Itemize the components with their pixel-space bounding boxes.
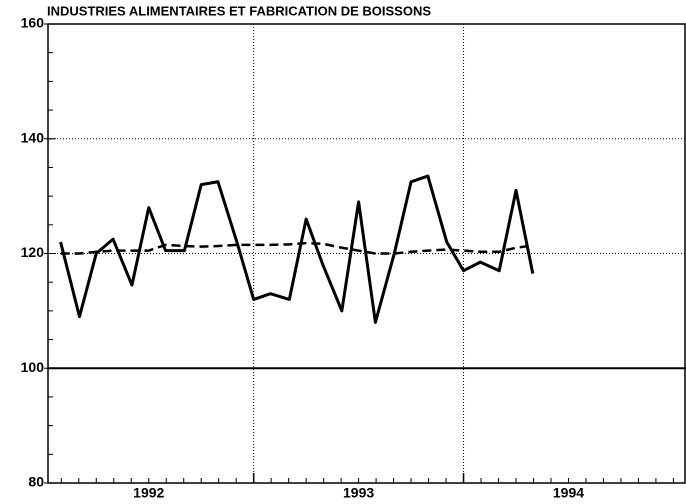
x-tick-label: 1992 xyxy=(133,485,164,501)
y-tick-label: 160 xyxy=(21,15,45,31)
y-tick-label: 100 xyxy=(21,359,45,375)
y-tick-label: 80 xyxy=(28,474,44,490)
chart-title: INDUSTRIES ALIMENTAIRES ET FABRICATION D… xyxy=(47,3,431,18)
x-tick-label: 1993 xyxy=(343,485,374,501)
y-tick-label: 120 xyxy=(21,244,45,260)
y-tick-label: 140 xyxy=(21,129,45,145)
series-line xyxy=(59,174,535,324)
x-tick-label: 1994 xyxy=(553,485,584,501)
series-line xyxy=(60,241,533,255)
plot-frame xyxy=(47,23,686,484)
